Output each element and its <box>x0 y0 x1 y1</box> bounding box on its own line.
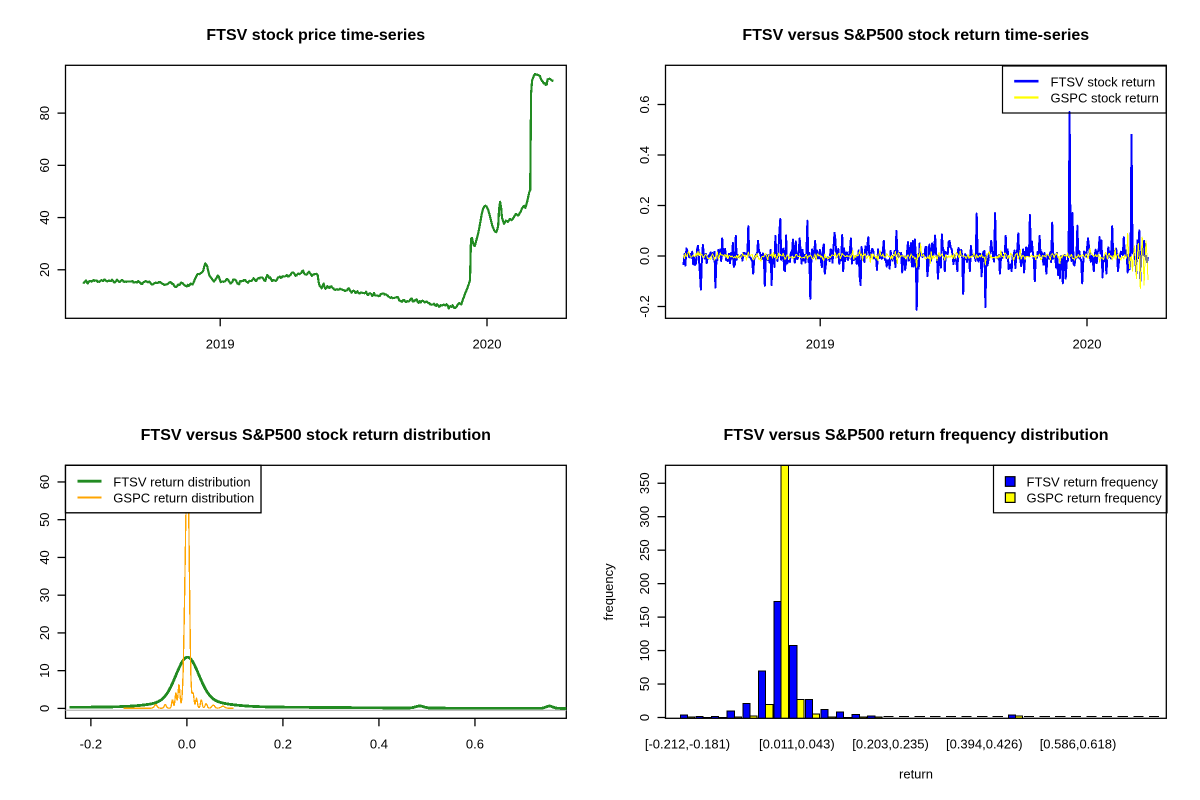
svg-text:-0.2: -0.2 <box>80 737 102 752</box>
svg-text:[0.586,0.618): [0.586,0.618) <box>1040 737 1117 752</box>
svg-text:0.0: 0.0 <box>637 247 652 265</box>
svg-text:250: 250 <box>637 539 652 561</box>
svg-text:[0.011,0.043): [0.011,0.043) <box>759 737 835 752</box>
svg-text:FTSV return frequency: FTSV return frequency <box>1027 474 1159 489</box>
svg-text:300: 300 <box>637 506 652 528</box>
svg-text:0.2: 0.2 <box>637 196 652 214</box>
svg-text:2019: 2019 <box>206 337 235 352</box>
svg-text:100: 100 <box>637 640 652 662</box>
svg-text:60: 60 <box>37 475 52 489</box>
svg-text:return: return <box>899 767 933 782</box>
svg-text:0.0: 0.0 <box>178 737 196 752</box>
svg-text:GSPC return distribution: GSPC return distribution <box>113 491 254 506</box>
svg-text:2019: 2019 <box>806 337 835 352</box>
svg-text:FTSV versus S&P500 stock retur: FTSV versus S&P500 stock return time-ser… <box>742 27 1089 44</box>
svg-text:20: 20 <box>37 626 52 640</box>
svg-text:GSPC stock return: GSPC stock return <box>1051 91 1159 106</box>
svg-text:GSPC return frequency: GSPC return frequency <box>1027 491 1163 506</box>
svg-text:frequency: frequency <box>601 563 616 621</box>
svg-text:FTSV versus S&P500 return freq: FTSV versus S&P500 return frequency dist… <box>724 427 1109 444</box>
svg-text:0: 0 <box>37 705 52 712</box>
svg-text:350: 350 <box>637 472 652 494</box>
svg-text:0.2: 0.2 <box>274 737 292 752</box>
svg-text:0.6: 0.6 <box>466 737 484 752</box>
svg-text:20: 20 <box>37 263 52 277</box>
svg-text:200: 200 <box>637 573 652 595</box>
svg-text:[0.394,0.426): [0.394,0.426) <box>946 737 1023 752</box>
svg-text:50: 50 <box>37 512 52 526</box>
svg-text:2020: 2020 <box>1073 337 1102 352</box>
svg-text:0.6: 0.6 <box>637 95 652 113</box>
svg-text:-0.2: -0.2 <box>637 295 652 317</box>
svg-text:[0.203,0.235): [0.203,0.235) <box>852 737 929 752</box>
svg-text:30: 30 <box>37 588 52 602</box>
svg-text:150: 150 <box>637 606 652 628</box>
svg-text:FTSV return distribution: FTSV return distribution <box>113 474 250 489</box>
svg-text:10: 10 <box>37 663 52 677</box>
svg-text:0.4: 0.4 <box>637 146 652 164</box>
svg-text:60: 60 <box>37 158 52 172</box>
svg-text:FTSV stock return: FTSV stock return <box>1051 74 1156 89</box>
svg-text:0: 0 <box>637 714 652 721</box>
svg-text:50: 50 <box>637 677 652 691</box>
svg-text:FTSV versus S&P500 stock retur: FTSV versus S&P500 stock return distribu… <box>141 427 491 444</box>
svg-text:80: 80 <box>37 106 52 120</box>
svg-text:0.4: 0.4 <box>370 737 388 752</box>
svg-text:40: 40 <box>37 550 52 564</box>
svg-text:[-0.212,-0.181): [-0.212,-0.181) <box>645 737 730 752</box>
svg-text:2020: 2020 <box>473 337 502 352</box>
svg-text:FTSV stock price time-series: FTSV stock price time-series <box>206 27 425 44</box>
svg-text:40: 40 <box>37 210 52 224</box>
